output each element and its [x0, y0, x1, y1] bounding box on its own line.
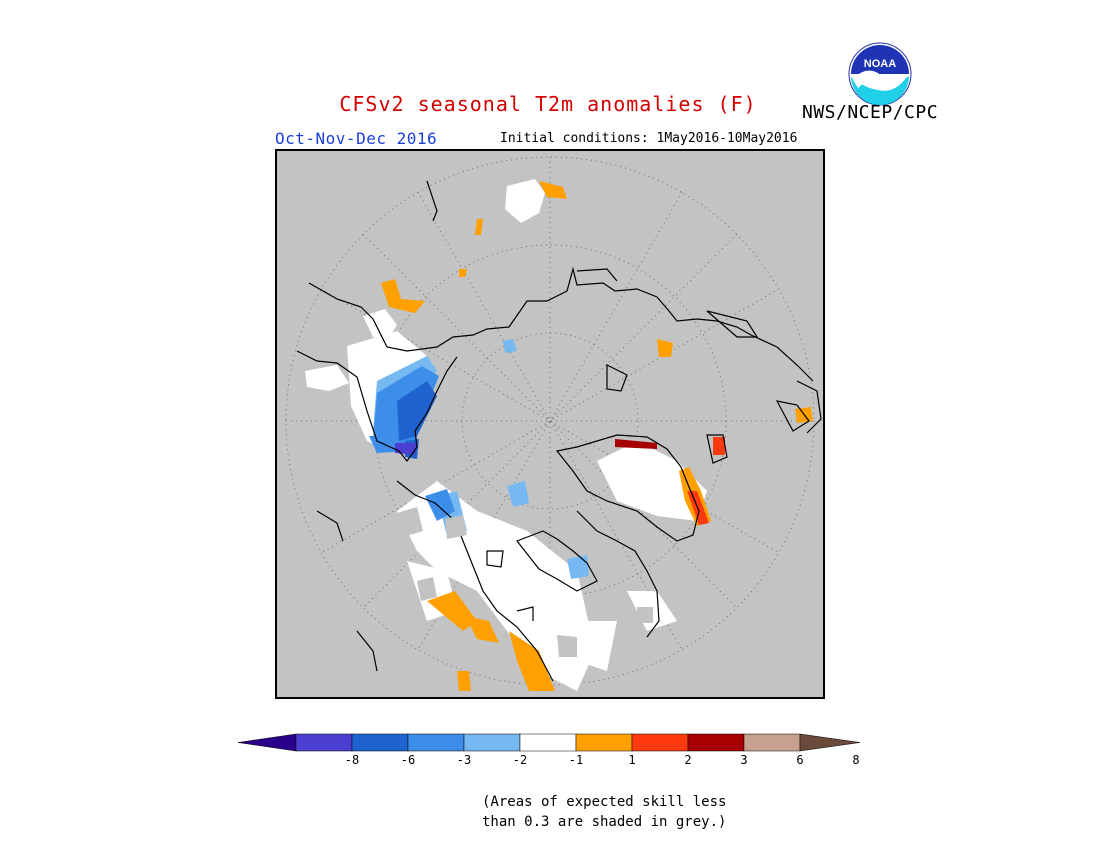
cool-anomaly-extreme: [395, 443, 417, 455]
warm-anomaly-extreme: [615, 439, 657, 449]
warm-anomaly-moderate: [381, 181, 813, 691]
polar-map: [275, 149, 825, 699]
legend-tick-label: -2: [512, 753, 528, 767]
coastlines: [296, 180, 822, 682]
legend-high-arrow: [799, 733, 861, 752]
season-label: Oct-Nov-Dec 2016: [275, 129, 438, 148]
legend-tick-label: -1: [568, 753, 584, 767]
noaa-logo-text: NOAA: [864, 58, 896, 70]
legend-colorbar: [238, 733, 861, 752]
skill-note: (Areas of expected skill less than 0.3 a…: [482, 792, 726, 832]
legend-swatch: [575, 733, 633, 752]
legend-swatch: [351, 733, 409, 752]
noaa-logo: NOAA: [848, 42, 912, 106]
legend-tick-label: 8: [852, 753, 860, 767]
initial-conditions-label: Initial conditions: 1May2016-10May2016: [500, 131, 798, 146]
skill-note-line2: than 0.3 are shaded in grey.): [482, 814, 727, 830]
legend-tick-label: -8: [344, 753, 360, 767]
legend-swatch: [631, 733, 689, 752]
legend-tick-label: -3: [456, 753, 472, 767]
skill-note-line1: (Areas of expected skill less: [482, 794, 727, 810]
polar-map-svg: [285, 156, 822, 691]
low-skill-patches: [397, 507, 653, 657]
legend-swatch: [407, 733, 465, 752]
legend-swatch: [463, 733, 521, 752]
legend-low-arrow: [238, 733, 297, 752]
legend-swatch: [687, 733, 745, 752]
legend-tick-label: 1: [628, 753, 636, 767]
legend-swatch: [743, 733, 801, 752]
chart-title: CFSv2 seasonal T2m anomalies (F): [339, 92, 757, 116]
legend-tick-label: 3: [740, 753, 748, 767]
legend-tick-label: 2: [684, 753, 692, 767]
legend-swatch: [519, 733, 577, 752]
legend-tick-label: 6: [796, 753, 804, 767]
legend-swatch: [295, 733, 353, 752]
agency-label: NWS/NCEP/CPC: [802, 102, 939, 123]
legend-tick-label: -6: [400, 753, 416, 767]
